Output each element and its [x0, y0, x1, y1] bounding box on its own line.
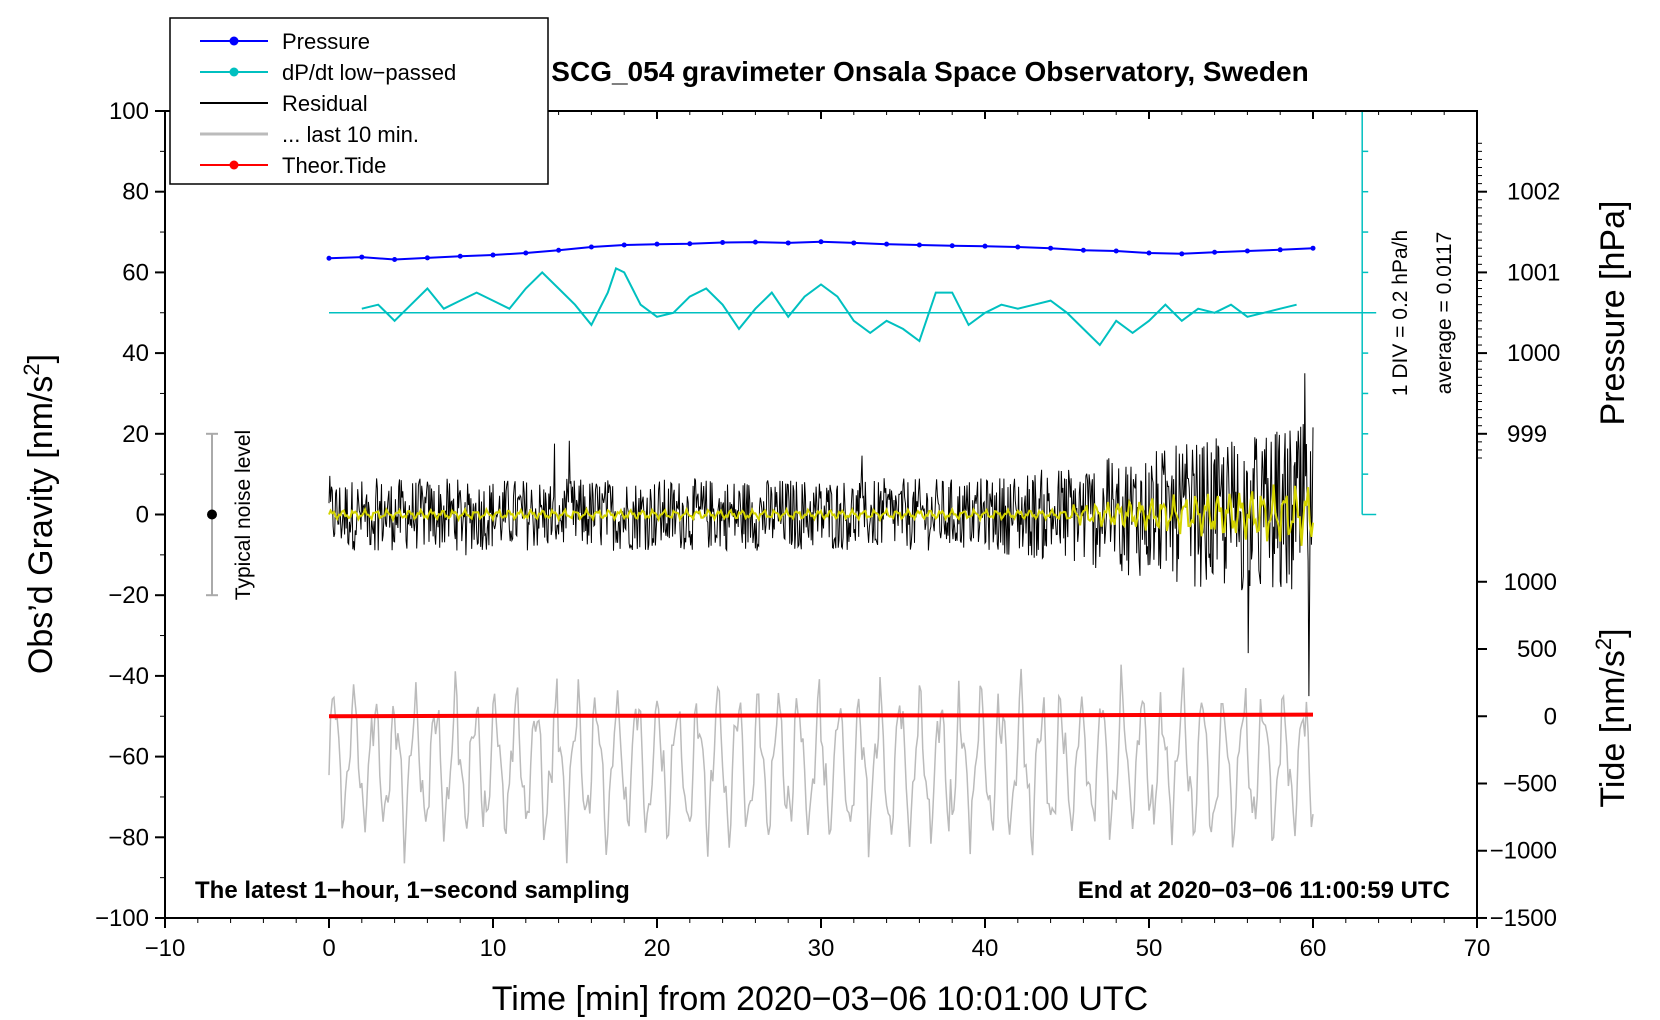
y-tick-label: −80 — [108, 824, 149, 851]
pressure-point — [621, 242, 627, 248]
x-tick-label: 40 — [972, 935, 999, 962]
legend-marker — [229, 67, 239, 77]
pressure-point — [1310, 245, 1316, 251]
last-10-min-line — [328, 664, 1314, 864]
tide-tick-label: −500 — [1503, 770, 1557, 797]
y-tick-label: 0 — [136, 502, 149, 529]
legend: Pressure dP/dt low−passed Residual ... last… — [169, 17, 549, 185]
tide-tick-label: 0 — [1544, 703, 1557, 730]
tide-tick-label: −1000 — [1490, 838, 1557, 865]
x-tick-label: 20 — [644, 935, 671, 962]
chart-title: SCG_054 gravimeter Onsala Space Observat… — [551, 56, 1308, 87]
y-tick-label: 40 — [122, 340, 149, 367]
x-tick-label: 30 — [808, 935, 835, 962]
y-tick-label: 80 — [122, 179, 149, 206]
y-tick-label: 100 — [109, 98, 149, 125]
pressure-point — [818, 239, 824, 245]
pressure-tick-label: 1000 — [1507, 340, 1560, 367]
pressure-point — [490, 252, 496, 258]
noise-level-label: Typical noise level — [232, 430, 255, 600]
sampling-note: The latest 1−hour, 1−second sampling — [195, 877, 630, 904]
pressure-point — [1244, 248, 1250, 254]
pressure-tick-label: 1002 — [1507, 179, 1560, 206]
y-tick-label: 20 — [122, 421, 149, 448]
tide-tick-label: 500 — [1517, 636, 1557, 663]
pressure-point — [687, 241, 693, 247]
pressure-axis-title: Pressure [hPa] — [1594, 201, 1632, 426]
legend-label: Pressure — [282, 29, 370, 54]
pressure-point — [851, 240, 857, 246]
pressure-point — [1080, 247, 1086, 253]
y-axis-title-main: Obs’d Gravity [nm/s — [22, 376, 60, 675]
y-tick-label: 60 — [122, 259, 149, 286]
pressure-point — [752, 239, 758, 245]
pressure-point — [1179, 251, 1185, 257]
x-tick-label: 60 — [1300, 935, 1327, 962]
pressure-point — [1277, 247, 1283, 253]
pressure-point — [1015, 244, 1021, 250]
end-time-note: End at 2020−03−06 11:00:59 UTC — [1078, 877, 1450, 904]
tide-axis-title-close: ] — [1594, 628, 1632, 637]
pressure-point — [654, 241, 660, 247]
pressure-point — [326, 255, 332, 261]
pressure-point — [720, 240, 726, 246]
pressure-point — [588, 244, 594, 250]
pressure-point — [556, 247, 562, 253]
x-tick-label: 70 — [1464, 935, 1491, 962]
pressure-point — [359, 254, 365, 260]
legend-marker — [229, 160, 239, 170]
tide-tick-label: 1000 — [1504, 569, 1557, 596]
legend-items: Pressure dP/dt low−passed Residual ... last… — [200, 29, 456, 178]
pressure-point — [1212, 249, 1218, 255]
noise-bar-center — [207, 509, 217, 520]
pressure-point — [523, 250, 529, 256]
y-axis-title: Obs’d Gravity [nm/s2] — [19, 354, 60, 674]
pressure-point — [1146, 250, 1152, 256]
pressure-tick-label: 1001 — [1507, 259, 1560, 286]
pressure-point — [1113, 248, 1119, 254]
annotation-layer: SCG_054 gravimeter Onsala Space Observat… — [19, 56, 1632, 1018]
pressure-point — [949, 243, 955, 249]
residual-smoothed-line — [328, 484, 1314, 546]
legend-label: ... last 10 min. — [282, 122, 419, 147]
y-axis-title-sup: 2 — [19, 363, 44, 375]
x-axis-title: Time [min] from 2020−03−06 10:01:00 UTC — [492, 980, 1148, 1018]
y-tick-label: −100 — [95, 905, 149, 932]
x-tick-label: −10 — [145, 935, 186, 962]
tide-axis-title: Tide [nm/s2] — [1591, 628, 1632, 807]
pressure-point — [1048, 245, 1054, 251]
y-tick-label: −20 — [108, 582, 149, 609]
pressure-point — [916, 242, 922, 248]
legend-label: dP/dt low−passed — [282, 60, 456, 85]
legend-label: Residual — [282, 91, 368, 116]
y-axis-title-close: ] — [22, 354, 60, 363]
ticks-layer: −10 0 10 20 30 40 50 60 70100806040200−20−40−60−… — [95, 98, 1560, 962]
legend-box — [169, 17, 549, 185]
x-tick-label: 0 — [322, 935, 335, 962]
dp-dt-low-passed-line — [361, 267, 1297, 347]
pressure-tick-label: 999 — [1507, 421, 1547, 448]
legend-label: Theor.Tide — [282, 153, 386, 178]
average-label: average = 0.0117 — [1433, 232, 1456, 395]
scale-div-label: 1 DIV = 0.2 hPa/h — [1389, 230, 1412, 396]
y-tick-label: −60 — [108, 744, 149, 771]
pressure-point — [392, 256, 398, 262]
tide-tick-label: −1500 — [1490, 905, 1557, 932]
legend-marker — [229, 36, 239, 46]
tide-axis-title-main: Tide [nm/s — [1594, 650, 1632, 807]
pressure-point — [884, 241, 890, 247]
residual-line — [328, 373, 1314, 697]
pressure-point — [457, 253, 463, 259]
x-tick-label: 50 — [1136, 935, 1163, 962]
pressure-point — [785, 240, 791, 246]
x-tick-label: 10 — [480, 935, 507, 962]
tide-axis-title-sup: 2 — [1591, 638, 1616, 650]
pressure-point — [424, 255, 430, 261]
pressure-point — [982, 243, 988, 249]
y-tick-label: −40 — [108, 663, 149, 690]
theor-tide-line — [328, 712, 1314, 719]
series-layer — [206, 110, 1377, 864]
